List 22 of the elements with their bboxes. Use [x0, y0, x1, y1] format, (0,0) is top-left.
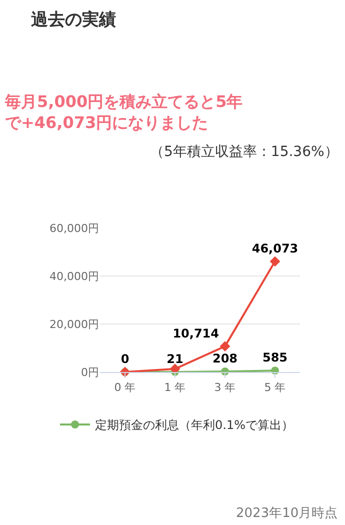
- y-tick-label: 20,000円: [50, 318, 99, 331]
- x-tick-label: 0 年: [114, 381, 136, 394]
- chart-subtitle: 毎月5,000円を積み立てると5年で+46,073円になりました: [4, 92, 243, 132]
- x-tick-label: 1 年: [164, 381, 186, 394]
- text: （5年積立収益率：15.36%）: [150, 144, 338, 160]
- x-tick-label: 5 年: [264, 381, 286, 394]
- y-tick-label: 0円: [81, 366, 99, 379]
- data-label: 0: [120, 352, 130, 366]
- data-label: 46,073: [252, 241, 298, 256]
- point: [220, 341, 230, 352]
- point: [270, 256, 280, 267]
- text: 2023年10月時点: [236, 506, 338, 521]
- x-tick-label: 3 年: [214, 381, 236, 394]
- data-label: 21: [166, 352, 184, 366]
- data-label: 10,714: [172, 326, 219, 340]
- y-tick-label: 40,000円: [50, 270, 99, 283]
- y-tick-label: 60,000円: [50, 222, 99, 235]
- data-label: 585: [262, 350, 288, 365]
- data-label: 208: [212, 352, 238, 366]
- point: [170, 364, 180, 374]
- chart-title: 過去の実績: [30, 10, 116, 30]
- legend-label: 定期預金の利息（年利0.1%で算出）: [95, 418, 294, 432]
